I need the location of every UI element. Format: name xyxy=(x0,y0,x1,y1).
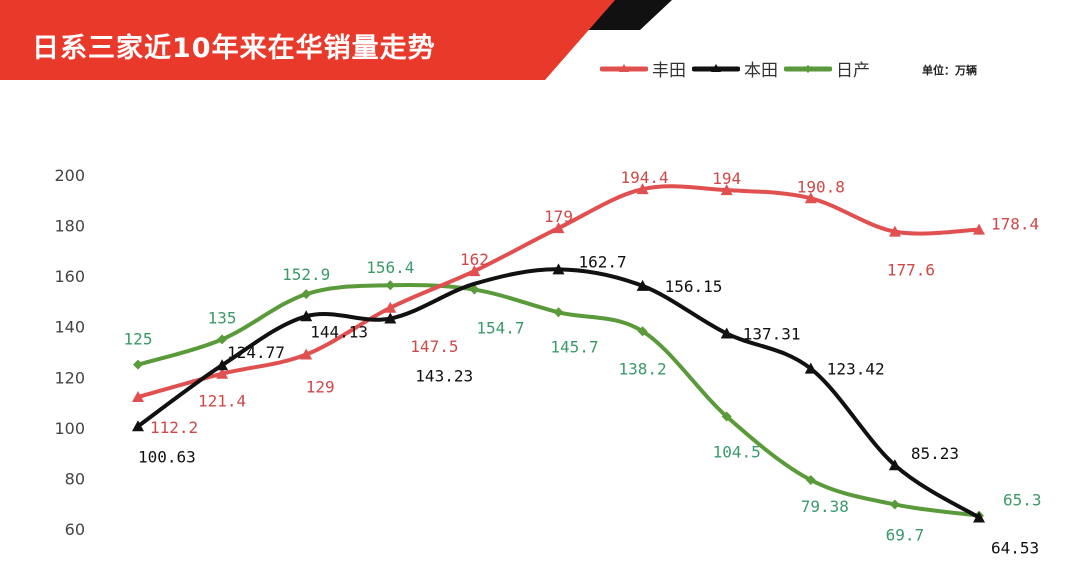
data-point-marker xyxy=(888,459,901,471)
data-label: 162 xyxy=(460,250,489,269)
data-point-marker xyxy=(804,192,817,204)
data-label: 145.7 xyxy=(550,337,598,356)
data-label: 179 xyxy=(544,207,573,226)
data-point-marker xyxy=(468,265,481,277)
y-tick-label: 100 xyxy=(54,419,85,438)
data-point-marker xyxy=(384,312,397,324)
data-label: 125 xyxy=(124,330,153,349)
data-label: 194 xyxy=(712,169,741,188)
legend-item-honda: 本田 xyxy=(692,56,778,81)
data-label: 194.4 xyxy=(621,168,669,187)
data-label: 79.38 xyxy=(801,497,849,516)
data-label: 64.53 xyxy=(991,539,1039,558)
y-tick-label: 140 xyxy=(54,318,85,337)
data-label: 138.2 xyxy=(619,359,667,378)
y-tick-label: 80 xyxy=(65,469,85,488)
legend-label: 丰田 xyxy=(652,61,686,81)
data-point-marker xyxy=(553,307,564,318)
data-label: 121.4 xyxy=(198,392,246,411)
data-point-marker xyxy=(384,301,397,313)
banner-red-shape xyxy=(0,0,615,80)
data-point-marker xyxy=(216,367,229,379)
data-label: 154.7 xyxy=(476,319,524,338)
data-label: 156.4 xyxy=(366,258,414,277)
y-tick-label: 120 xyxy=(54,368,85,387)
data-label: 124.77 xyxy=(227,343,285,362)
data-point-marker xyxy=(385,280,396,291)
data-point-marker xyxy=(636,279,649,291)
data-point-marker xyxy=(805,474,816,485)
data-label: 177.6 xyxy=(887,261,935,280)
y-tick-label: 200 xyxy=(54,166,85,185)
data-label: 137.31 xyxy=(743,325,801,344)
y-tick-label: 60 xyxy=(65,520,85,539)
data-label: 100.63 xyxy=(138,447,196,466)
legend-item-nissan: 日产 xyxy=(784,56,870,81)
series-line-1 xyxy=(136,267,981,520)
data-point-marker xyxy=(300,310,313,322)
data-point-marker xyxy=(301,289,312,300)
data-label: 135 xyxy=(208,308,237,327)
y-tick-label: 160 xyxy=(54,267,85,286)
data-point-marker xyxy=(973,223,985,235)
data-point-marker xyxy=(804,362,817,374)
data-point-marker xyxy=(973,511,985,523)
data-label: 129 xyxy=(306,378,335,397)
data-point-marker xyxy=(133,359,143,370)
data-point-marker xyxy=(721,411,732,422)
data-label: 65.3 xyxy=(1003,491,1042,510)
data-label: 190.8 xyxy=(797,177,845,196)
data-label: 152.9 xyxy=(282,265,330,284)
title-banner xyxy=(0,0,672,80)
data-point-marker xyxy=(217,334,228,345)
data-point-marker xyxy=(637,326,648,337)
data-label: 143.23 xyxy=(415,367,473,386)
legend-label: 日产 xyxy=(836,61,870,81)
data-point-marker xyxy=(888,225,901,237)
legend-line-green-icon xyxy=(784,64,832,73)
data-point-marker xyxy=(720,184,733,196)
series-line-2 xyxy=(136,282,981,518)
data-label: 147.5 xyxy=(410,337,458,356)
data-point-marker xyxy=(552,263,565,275)
data-label: 123.42 xyxy=(827,360,885,379)
legend-label: 本田 xyxy=(744,61,778,81)
data-label: 156.15 xyxy=(665,277,723,296)
data-point-marker xyxy=(720,327,733,339)
data-label: 178.4 xyxy=(991,215,1039,234)
data-point-marker xyxy=(132,420,144,432)
unit-label: 单位：万辆 xyxy=(922,64,977,77)
data-point-marker xyxy=(636,183,649,195)
data-label: 104.5 xyxy=(713,442,761,461)
y-tick-label: 180 xyxy=(54,217,85,236)
legend-line-black-icon xyxy=(692,63,740,72)
data-point-marker xyxy=(216,359,229,371)
legend-line-red-icon xyxy=(600,63,648,72)
data-label: 162.7 xyxy=(579,252,627,271)
legend-item-toyota: 丰田 xyxy=(600,56,686,81)
data-point-marker xyxy=(552,222,565,234)
data-label: 69.7 xyxy=(886,525,925,544)
data-point-marker xyxy=(469,284,480,295)
data-point-marker xyxy=(300,348,313,360)
chart-title: 日系三家近10年来在华销量走势 xyxy=(32,33,436,64)
legend: 丰田 本田 日产 xyxy=(600,56,876,81)
data-point-marker xyxy=(889,499,900,510)
data-label: 112.2 xyxy=(150,418,198,437)
data-label: 144.13 xyxy=(310,322,368,341)
data-label: 85.23 xyxy=(911,444,959,463)
data-point-marker xyxy=(132,391,144,403)
